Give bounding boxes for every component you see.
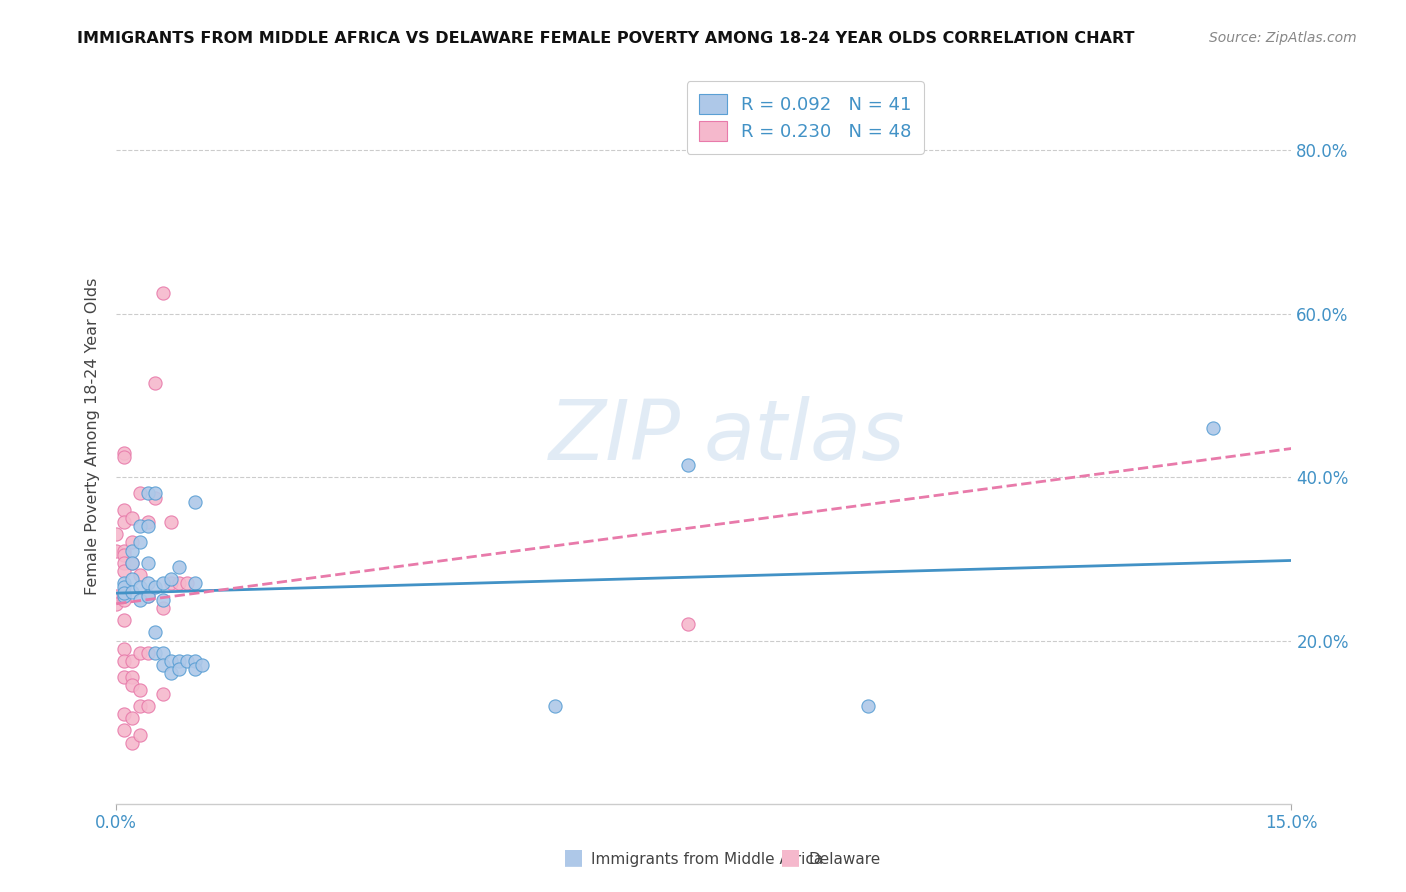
Point — [112, 515, 135, 529]
Point — [183, 662, 205, 676]
Point — [676, 617, 699, 632]
Point — [167, 576, 190, 591]
Point — [676, 458, 699, 472]
Point — [145, 646, 167, 660]
Point — [136, 519, 159, 533]
Point — [112, 589, 135, 603]
Point — [128, 646, 150, 660]
Point — [176, 576, 198, 591]
Point — [112, 641, 135, 656]
Point — [105, 527, 128, 541]
Point — [183, 654, 205, 668]
Point — [183, 494, 205, 508]
Point — [858, 698, 880, 713]
Point — [128, 727, 150, 741]
Point — [112, 503, 135, 517]
Point — [121, 711, 143, 725]
Point — [152, 658, 174, 673]
Point — [136, 589, 159, 603]
Point — [121, 584, 143, 599]
Point — [136, 486, 159, 500]
Text: ■: ■ — [780, 847, 801, 867]
Point — [121, 511, 143, 525]
Text: ZIP: ZIP — [548, 396, 681, 476]
Point — [152, 286, 174, 301]
Point — [112, 548, 135, 562]
Point — [160, 515, 183, 529]
Point — [136, 556, 159, 570]
Point — [152, 592, 174, 607]
Point — [176, 654, 198, 668]
Point — [160, 572, 183, 586]
Text: IMMIGRANTS FROM MIDDLE AFRICA VS DELAWARE FEMALE POVERTY AMONG 18-24 YEAR OLDS C: IMMIGRANTS FROM MIDDLE AFRICA VS DELAWAR… — [77, 31, 1135, 46]
Point — [121, 556, 143, 570]
Point — [121, 543, 143, 558]
Point — [112, 450, 135, 464]
Point — [128, 568, 150, 582]
Point — [136, 589, 159, 603]
Point — [105, 543, 128, 558]
Text: Source: ZipAtlas.com: Source: ZipAtlas.com — [1209, 31, 1357, 45]
Point — [152, 576, 174, 591]
Point — [112, 556, 135, 570]
Point — [121, 556, 143, 570]
Point — [160, 576, 183, 591]
Point — [1202, 421, 1225, 435]
Point — [105, 589, 128, 603]
Point — [112, 543, 135, 558]
Point — [112, 723, 135, 738]
Point — [128, 535, 150, 549]
Point — [121, 654, 143, 668]
Point — [136, 646, 159, 660]
Point — [167, 560, 190, 574]
Point — [145, 486, 167, 500]
Legend: R = 0.092   N = 41, R = 0.230   N = 48: R = 0.092 N = 41, R = 0.230 N = 48 — [686, 81, 924, 153]
Point — [183, 576, 205, 591]
Point — [112, 589, 135, 603]
Point — [112, 654, 135, 668]
Point — [145, 581, 167, 595]
Point — [112, 586, 135, 600]
Point — [145, 376, 167, 391]
Point — [128, 592, 150, 607]
Point — [152, 687, 174, 701]
Point — [128, 682, 150, 697]
Point — [121, 678, 143, 692]
Point — [128, 486, 150, 500]
Point — [121, 535, 143, 549]
Point — [145, 491, 167, 505]
Point — [112, 707, 135, 722]
Point — [112, 581, 135, 595]
Point — [112, 670, 135, 684]
Point — [112, 564, 135, 578]
Text: ■: ■ — [562, 847, 583, 867]
Point — [167, 662, 190, 676]
Text: atlas: atlas — [704, 396, 905, 476]
Point — [160, 666, 183, 681]
Point — [544, 698, 567, 713]
Y-axis label: Female Poverty Among 18-24 Year Olds: Female Poverty Among 18-24 Year Olds — [86, 277, 100, 595]
Text: Immigrants from Middle Africa: Immigrants from Middle Africa — [591, 852, 823, 867]
Point — [112, 576, 135, 591]
Point — [136, 515, 159, 529]
Point — [136, 698, 159, 713]
Point — [121, 670, 143, 684]
Text: Delaware: Delaware — [808, 852, 880, 867]
Point — [112, 592, 135, 607]
Point — [128, 519, 150, 533]
Point — [121, 572, 143, 586]
Point — [121, 736, 143, 750]
Point — [112, 613, 135, 627]
Point — [128, 581, 150, 595]
Point — [136, 576, 159, 591]
Point — [167, 654, 190, 668]
Point — [152, 600, 174, 615]
Point — [160, 654, 183, 668]
Point — [152, 646, 174, 660]
Point — [191, 658, 214, 673]
Point — [112, 445, 135, 459]
Point — [105, 597, 128, 611]
Point — [145, 625, 167, 640]
Point — [128, 698, 150, 713]
